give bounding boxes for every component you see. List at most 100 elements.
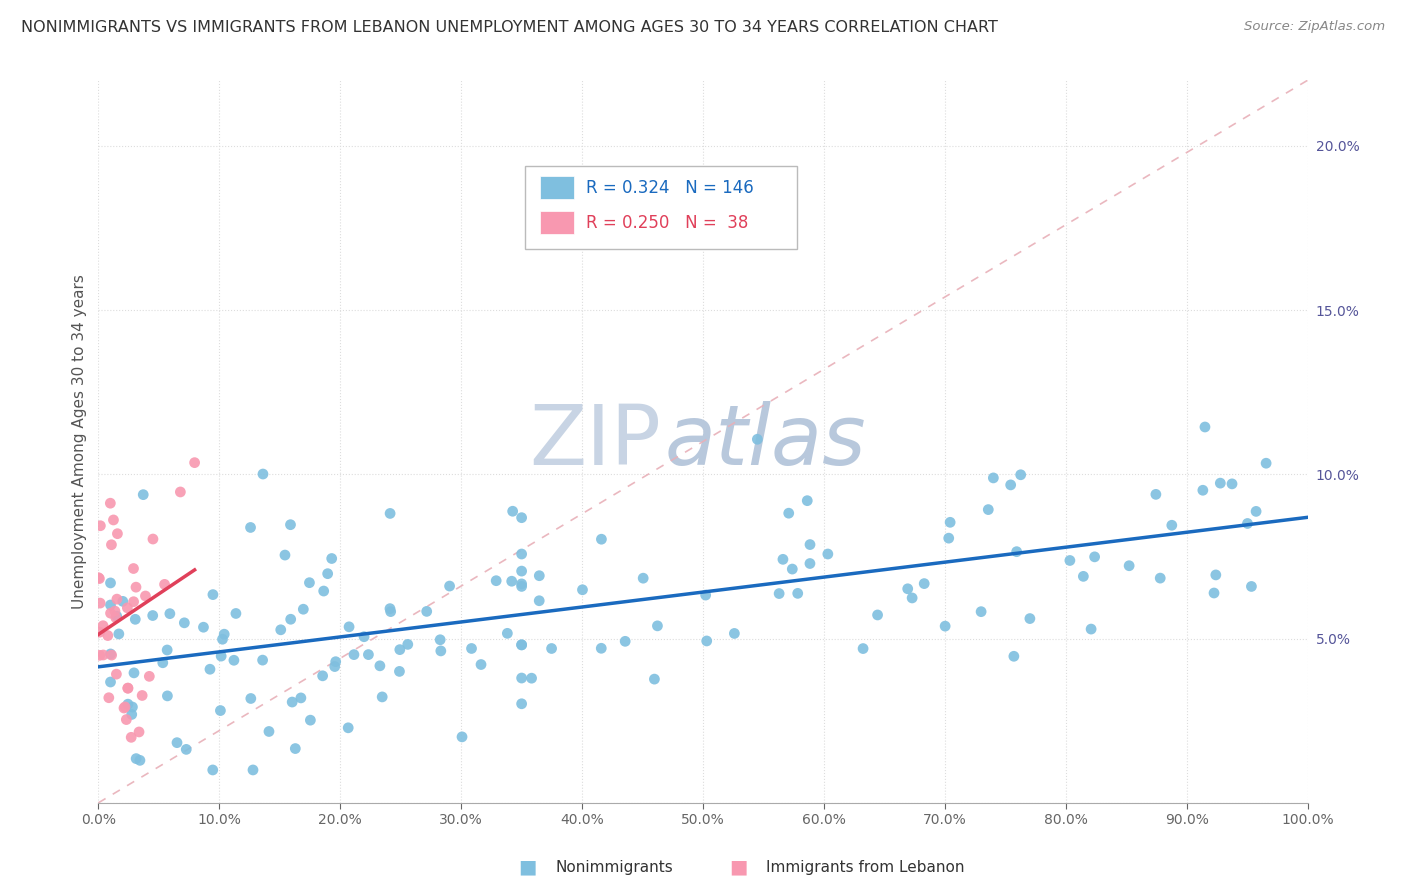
Point	[104, 604, 127, 618]
Point	[510, 638, 533, 652]
Point	[357, 648, 380, 662]
Point	[1194, 420, 1216, 434]
Point	[100, 576, 122, 591]
Point	[439, 579, 461, 593]
Point	[239, 691, 262, 706]
Point	[169, 485, 191, 500]
Point	[1002, 649, 1025, 664]
Text: Source: ZipAtlas.com: Source: ZipAtlas.com	[1244, 20, 1385, 33]
Point	[299, 713, 322, 727]
Point	[510, 510, 533, 524]
Point	[510, 564, 533, 578]
Point	[1018, 611, 1040, 625]
Point	[131, 689, 153, 703]
Point	[120, 731, 142, 745]
Point	[1240, 579, 1263, 593]
Y-axis label: Unemployment Among Ages 30 to 34 years: Unemployment Among Ages 30 to 34 years	[72, 274, 87, 609]
FancyBboxPatch shape	[526, 166, 797, 249]
Point	[1236, 516, 1258, 531]
Point	[747, 432, 769, 446]
Point	[104, 610, 127, 624]
Point	[460, 641, 482, 656]
Point	[292, 602, 315, 616]
Point	[201, 588, 224, 602]
Point	[817, 547, 839, 561]
Point	[1010, 467, 1032, 482]
Point	[138, 669, 160, 683]
Text: R = 0.324   N = 146: R = 0.324 N = 146	[586, 179, 754, 197]
Point	[193, 620, 215, 634]
Point	[105, 592, 128, 607]
Point	[298, 575, 321, 590]
Point	[396, 637, 419, 651]
Point	[643, 672, 665, 686]
Point	[772, 552, 794, 566]
Point	[117, 681, 139, 695]
Point	[799, 538, 821, 552]
Point	[311, 669, 333, 683]
Point	[799, 557, 821, 571]
Point	[89, 518, 111, 533]
Point	[496, 626, 519, 640]
Point	[129, 753, 152, 767]
Point	[510, 577, 533, 591]
Point	[938, 531, 960, 545]
Point	[501, 574, 523, 589]
Point	[939, 516, 962, 530]
Point	[312, 584, 335, 599]
Point	[87, 571, 110, 585]
Point	[723, 626, 745, 640]
Bar	[540, 211, 574, 235]
Point	[415, 604, 437, 618]
Point	[284, 741, 307, 756]
Point	[1192, 483, 1215, 498]
Point	[125, 580, 148, 594]
Point	[225, 607, 247, 621]
Point	[252, 467, 274, 481]
Text: Immigrants from Lebanon: Immigrants from Lebanon	[766, 860, 965, 874]
Point	[325, 655, 347, 669]
Point	[912, 576, 935, 591]
Point	[100, 598, 122, 612]
Point	[485, 574, 508, 588]
Point	[977, 502, 1000, 516]
Point	[117, 697, 139, 711]
Text: atlas: atlas	[664, 401, 866, 482]
Point	[591, 641, 613, 656]
Point	[239, 520, 262, 534]
Point	[380, 605, 402, 619]
Point	[105, 609, 128, 624]
Point	[696, 634, 718, 648]
Point	[153, 577, 176, 591]
Point	[782, 562, 804, 576]
Point	[117, 600, 139, 615]
Point	[156, 643, 179, 657]
Point	[510, 697, 533, 711]
Point	[1059, 553, 1081, 567]
Point	[337, 620, 360, 634]
Point	[353, 630, 375, 644]
Point	[270, 623, 292, 637]
Point	[510, 638, 533, 652]
Point	[159, 607, 181, 621]
Point	[166, 736, 188, 750]
Text: ■: ■	[728, 857, 748, 877]
Text: R = 0.250   N =  38: R = 0.250 N = 38	[586, 213, 748, 232]
Point	[100, 675, 122, 690]
Point	[98, 496, 121, 510]
Point	[1209, 476, 1232, 491]
Point	[156, 689, 179, 703]
Point	[89, 648, 111, 663]
Point	[614, 634, 637, 648]
Point	[152, 656, 174, 670]
Point	[134, 589, 156, 603]
Point	[970, 605, 993, 619]
Point	[89, 572, 111, 586]
Point	[142, 608, 165, 623]
Point	[378, 601, 401, 615]
Point	[1084, 549, 1107, 564]
Point	[222, 653, 245, 667]
Point	[768, 586, 790, 600]
Point	[378, 507, 401, 521]
Text: ■: ■	[517, 857, 537, 877]
